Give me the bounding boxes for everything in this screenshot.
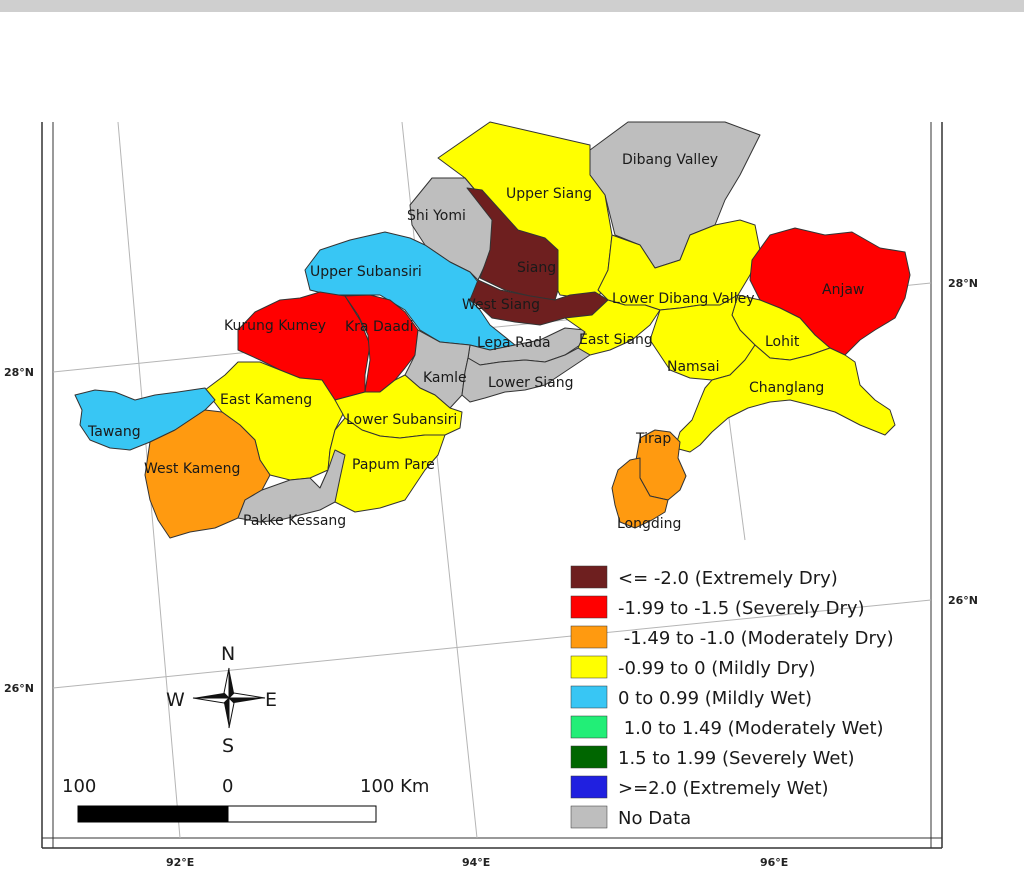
label-lepa-rada: Lepa Rada (477, 335, 551, 351)
label-lower-dibang-valley: Lower Dibang Valley (612, 291, 754, 307)
map-frame (41, 122, 943, 849)
legend-swatch-1 (570, 595, 608, 619)
label-upper-subansiri: Upper Subansiri (310, 264, 422, 280)
label-dibang-valley: Dibang Valley (622, 152, 718, 168)
label-longding: Longding (617, 516, 681, 532)
legend-label-8: No Data (618, 808, 691, 829)
legend-swatch-2 (570, 625, 608, 649)
label-east-siang: East Siang (579, 332, 653, 348)
label-kurung-kumey: Kurung Kumey (224, 318, 326, 334)
label-lower-siang: Lower Siang (488, 375, 574, 391)
compass-e: E (265, 689, 277, 711)
legend-label-4: 0 to 0.99 (Mildly Wet) (618, 688, 812, 709)
compass-w: W (166, 689, 185, 711)
label-kra-daadi: Kra Daadi (345, 319, 414, 335)
scale-bar: 100 0 100 Km (62, 776, 429, 823)
lat-label-28-right: 28°N (948, 277, 978, 290)
label-west-kameng: West Kameng (144, 461, 240, 477)
label-tawang: Tawang (87, 424, 141, 440)
label-lohit: Lohit (765, 334, 800, 350)
label-papum-pare: Papum Pare (352, 457, 435, 473)
legend-swatch-4 (570, 685, 608, 709)
scale-label-right: 100 Km (360, 776, 429, 797)
label-kamle: Kamle (423, 370, 467, 386)
scale-bar-black (77, 805, 229, 823)
district-lower-siang (461, 347, 591, 403)
label-siang: Siang (517, 260, 556, 276)
lat-label-26-left: 26°N (4, 682, 34, 695)
label-shi-yomi: Shi Yomi (407, 208, 466, 224)
compass-rose-icon: N S E W (166, 643, 277, 757)
legend-swatch-6 (570, 745, 608, 769)
legend-swatch-7 (570, 775, 608, 799)
legend-label-3: -0.99 to 0 (Mildly Dry) (618, 658, 816, 679)
district-labels: Dibang Valley Upper Siang Shi Yomi Siang… (87, 152, 864, 532)
district-papum-pare (319, 417, 446, 513)
label-pakke-kessang: Pakke Kessang (243, 513, 346, 529)
district-pakke-kessang (237, 449, 346, 523)
label-east-kameng: East Kameng (220, 392, 312, 408)
district-kurung-kumey (237, 291, 371, 401)
lon-label-92: 92°E (166, 856, 194, 869)
label-tirap: Tirap (635, 431, 671, 447)
label-namsai: Namsai (667, 359, 719, 375)
lon-label-96: 96°E (760, 856, 788, 869)
scale-label-middle: 0 (222, 776, 233, 797)
lon-label-94: 94°E (462, 856, 490, 869)
legend: <= -2.0 (Extremely Dry) -1.99 to -1.5 (S… (570, 565, 894, 829)
lat-label-28-left: 28°N (4, 366, 34, 379)
label-lower-subansiri: Lower Subansiri (346, 412, 457, 428)
compass-n: N (221, 643, 235, 665)
legend-label-5: 1.0 to 1.49 (Moderately Wet) (618, 718, 884, 739)
legend-label-7: >=2.0 (Extremely Wet) (618, 778, 829, 799)
legend-swatch-0 (570, 565, 608, 589)
legend-label-0: <= -2.0 (Extremely Dry) (618, 568, 838, 589)
label-anjaw: Anjaw (822, 282, 864, 298)
district-kra-daadi (344, 294, 419, 393)
legend-label-6: 1.5 to 1.99 (Severely Wet) (618, 748, 855, 769)
legend-label-1: -1.99 to -1.5 (Severely Dry) (618, 598, 865, 619)
district-longding (611, 457, 669, 529)
scale-label-left: 100 (62, 776, 96, 797)
compass-s: S (222, 735, 234, 757)
districts-layer (74, 121, 911, 539)
label-changlang: Changlang (749, 380, 824, 396)
label-upper-siang: Upper Siang (506, 186, 592, 202)
coordinate-labels: 28°N 26°N 28°N 26°N 92°E 94°E 96°E (4, 277, 978, 869)
label-west-siang: West Siang (462, 297, 540, 313)
legend-label-2: -1.49 to -1.0 (Moderately Dry) (618, 628, 894, 649)
lat-label-26-right: 26°N (948, 594, 978, 607)
top-bar (0, 0, 1024, 12)
legend-swatch-5 (570, 715, 608, 739)
legend-swatch-3 (570, 655, 608, 679)
scale-bar-white (227, 805, 377, 823)
legend-swatch-8 (570, 805, 608, 829)
district-siang (466, 187, 559, 301)
